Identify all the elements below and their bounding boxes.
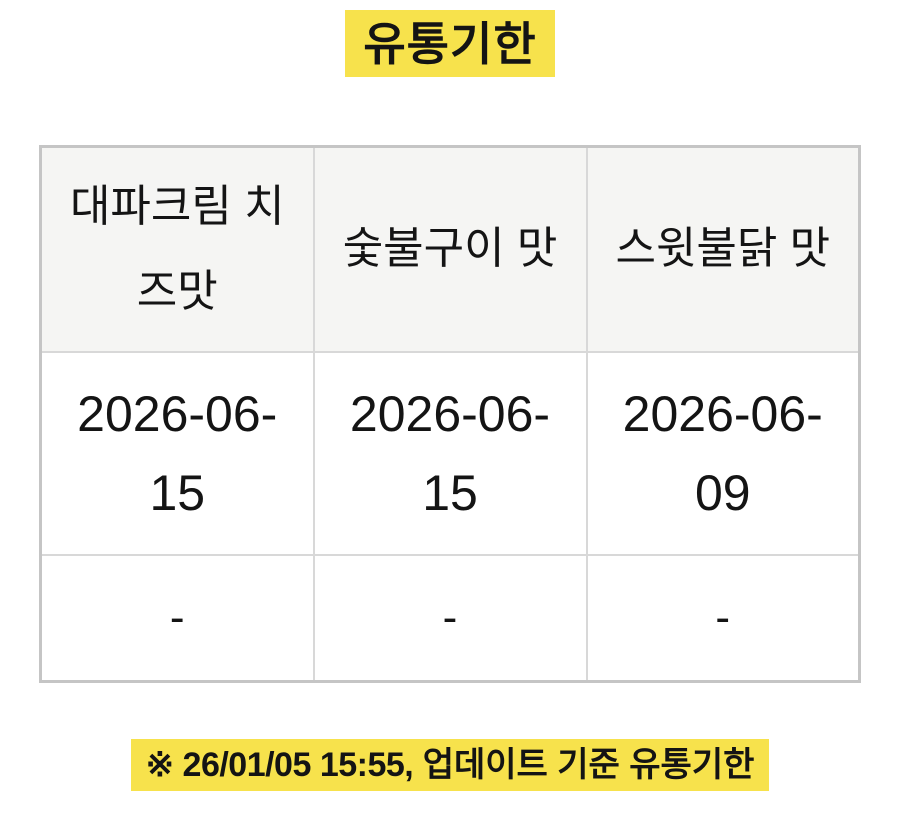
footer-timestamp: ※ 26/01/05 15:55, (145, 746, 414, 784)
header-row: 대파크림 치즈맛 숯불구이 맛 스윗불닭 맛 (39, 145, 861, 353)
header-cell-flavor-1: 대파크림 치즈맛 (39, 145, 315, 353)
title-row: 유통기한 (0, 0, 900, 77)
footer-note: ※ 26/01/05 15:55, 업데이트 기준 유통기한 (130, 739, 770, 791)
empty-cell-1: - (39, 554, 315, 683)
header-cell-flavor-3: 스윗불닭 맛 (585, 145, 861, 353)
table-row-dates: 2026-06-15 2026-06-15 2026-06-09 (39, 351, 861, 556)
empty-cell-3: - (585, 554, 861, 683)
date-cell-1: 2026-06-15 (39, 351, 315, 556)
footer-label: 업데이트 기준 유통기한 (422, 746, 755, 784)
table-row-empty: - - - (39, 554, 861, 683)
empty-cell-2: - (312, 554, 588, 683)
date-cell-2: 2026-06-15 (312, 351, 588, 556)
footer-row: ※ 26/01/05 15:55, 업데이트 기준 유통기한 (0, 739, 900, 791)
page-title: 유통기한 (345, 10, 555, 77)
expiration-table: 대파크림 치즈맛 숯불구이 맛 스윗불닭 맛 2026-06-15 2026-0… (39, 145, 861, 683)
header-cell-flavor-2: 숯불구이 맛 (312, 145, 588, 353)
date-cell-3: 2026-06-09 (585, 351, 861, 556)
